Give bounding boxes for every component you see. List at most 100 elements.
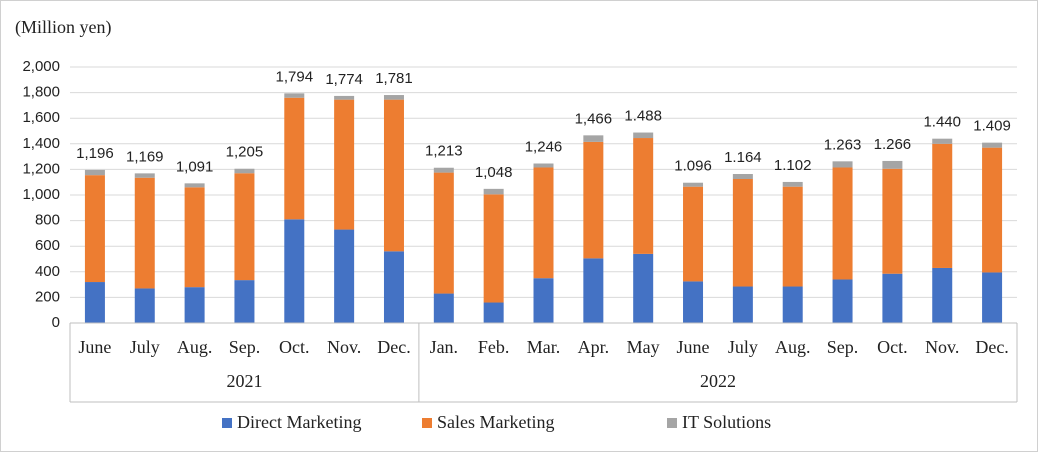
y-tick-label: 0 <box>52 314 60 331</box>
total-label: 1.409 <box>973 118 1011 135</box>
bar-segment <box>633 253 654 323</box>
group-label: 2022 <box>700 371 736 391</box>
total-label: 1,466 <box>575 110 613 127</box>
bar-segment <box>732 286 753 323</box>
total-label: 1,781 <box>375 70 413 87</box>
total-label: 1.488 <box>624 108 662 125</box>
bar-segment <box>882 168 903 274</box>
y-tick-label: 2,000 <box>22 58 60 75</box>
bar-segment <box>533 167 554 279</box>
bar-segment <box>882 160 903 169</box>
bar-segment <box>683 186 704 282</box>
bar-segment <box>483 188 504 195</box>
total-label: 1.096 <box>674 158 712 175</box>
total-label: 1.266 <box>874 136 912 153</box>
x-tick-label: Dec. <box>377 337 410 357</box>
bar-segment <box>533 278 554 323</box>
total-label: 1.164 <box>724 149 762 166</box>
bar-segment <box>383 251 404 323</box>
total-label: 1,774 <box>325 71 363 88</box>
bar-segment <box>982 147 1003 273</box>
total-label: 1,169 <box>126 148 164 165</box>
bar-segment <box>334 99 355 230</box>
total-label: 1,196 <box>76 145 114 162</box>
bar-segment <box>932 138 953 144</box>
x-tick-label: Apr. <box>578 337 610 357</box>
bar-segment <box>732 174 753 179</box>
x-tick-label: Feb. <box>478 337 510 357</box>
bar-segment <box>533 163 554 168</box>
total-label: 1,091 <box>176 158 214 175</box>
group-label: 2021 <box>226 371 262 391</box>
y-tick-label: 600 <box>35 237 60 254</box>
bar-segment <box>383 99 404 252</box>
x-tick-label: Oct. <box>877 337 908 357</box>
total-label: 1,794 <box>276 68 314 85</box>
bar-segment <box>184 287 205 323</box>
bar-segment <box>134 288 155 323</box>
x-tick-label: Mar. <box>527 337 561 357</box>
bar-segment <box>184 183 205 188</box>
bar-segment <box>84 282 105 323</box>
total-label: 1,213 <box>425 143 463 160</box>
bar-segment <box>982 142 1003 148</box>
bar-segment <box>683 182 704 187</box>
bar-segment <box>383 95 404 100</box>
x-tick-label: July <box>130 337 160 357</box>
bar-segment <box>483 302 504 323</box>
bar-segment <box>284 93 305 98</box>
bar-segment <box>284 219 305 323</box>
bar-segment <box>732 179 753 287</box>
bar-segment <box>832 167 853 280</box>
bar-segment <box>982 272 1003 323</box>
x-tick-label: Jan. <box>430 337 459 357</box>
bar-segment <box>433 172 454 294</box>
bar-segment <box>832 161 853 168</box>
x-tick-label: Nov. <box>327 337 361 357</box>
x-tick-label: July <box>728 337 758 357</box>
x-tick-label: Sep. <box>827 337 859 357</box>
x-tick-label: Sep. <box>229 337 261 357</box>
legend-label: IT Solutions <box>682 412 771 432</box>
x-tick-label: Oct. <box>279 337 310 357</box>
bar-segment <box>334 229 355 323</box>
y-tick-label: 1,200 <box>22 160 60 177</box>
y-tick-label: 1,400 <box>22 135 60 152</box>
total-label: 1.440 <box>923 114 961 131</box>
bar-segment <box>882 273 903 323</box>
total-label: 1.102 <box>774 157 812 174</box>
y-tick-label: 1,800 <box>22 84 60 101</box>
bar-segment <box>483 194 504 303</box>
bar-segment <box>433 167 454 173</box>
total-label: 1,246 <box>525 138 563 155</box>
bar-segment <box>284 97 305 220</box>
x-tick-label: June <box>78 337 111 357</box>
x-tick-label: Aug. <box>775 337 811 357</box>
bar-segment <box>433 293 454 323</box>
bar-segment <box>84 169 105 176</box>
x-tick-label: Dec. <box>975 337 1008 357</box>
bar-segment <box>234 168 255 174</box>
bar-segment <box>334 95 355 100</box>
legend-label: Direct Marketing <box>237 412 361 432</box>
bar-segment <box>832 279 853 323</box>
bar-segment <box>633 138 654 254</box>
bar-segment <box>782 181 803 187</box>
legend-swatch <box>222 418 232 428</box>
total-label: 1,205 <box>226 144 264 161</box>
bar-segment <box>234 173 255 281</box>
bar-segment <box>134 173 155 178</box>
bar-segment <box>782 286 803 323</box>
bar-segment <box>234 280 255 323</box>
y-tick-label: 400 <box>35 263 60 280</box>
y-tick-label: 800 <box>35 212 60 229</box>
x-tick-label: May <box>627 337 660 357</box>
y-tick-label: 200 <box>35 288 60 305</box>
bar-segment <box>633 132 654 139</box>
legend-label: Sales Marketing <box>437 412 554 432</box>
bar-segment <box>583 141 604 259</box>
bar-segment <box>134 177 155 289</box>
bar-segment <box>583 258 604 323</box>
